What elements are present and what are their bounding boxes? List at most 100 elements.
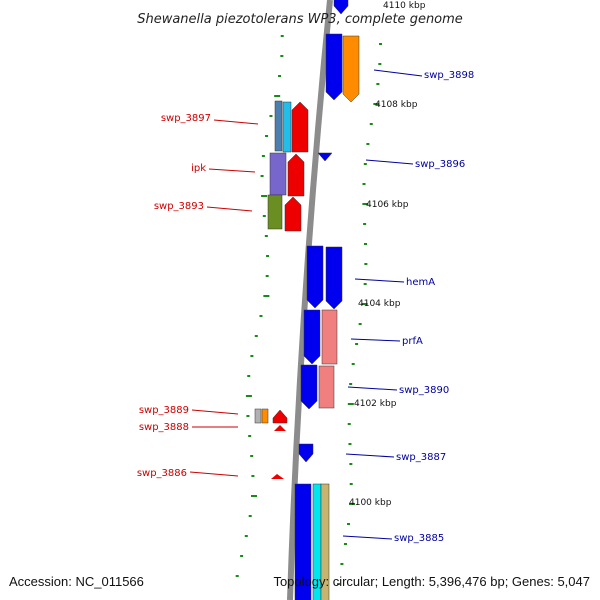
gene-swp-3890-b[interactable] [318,365,335,409]
label-leader-lines [189,69,423,540]
gene-arrow-prfA-a[interactable] [303,309,321,365]
tick-mark-right [363,163,367,165]
genome-backbone [287,0,333,600]
scale-label-4100: 4100 kbp [349,498,392,508]
gene-arrow-swp-3896[interactable] [317,152,333,162]
gene-label-swp-3890[interactable]: swp_3890 [399,385,449,396]
tick-mark-left [259,315,263,317]
tick-mark-left [250,455,254,457]
gene-features[interactable] [254,0,360,600]
tick-mark-left [269,115,273,117]
tick-mark-right [363,223,367,225]
gene-swp-3897-a[interactable] [274,100,283,152]
leader-prfA [350,338,401,342]
tick-mark-right [362,183,366,185]
tick-mark-left [254,335,258,337]
leader-swp-3886 [189,471,239,477]
tick-mark-left [262,215,266,217]
tick-mark-left [260,175,264,177]
gene-prfA-b[interactable] [321,309,338,365]
tick-mark-right [355,343,359,345]
tick-mark-left [264,235,268,237]
gene-label-hemA[interactable]: hemA [406,277,435,288]
tick-mark-left [265,275,269,277]
gene-label-prfA[interactable]: prfA [402,336,423,347]
accession-text: Accession: NC_011566 [9,574,144,589]
gene-swp-3889-a[interactable] [254,408,262,424]
tick-mark-left [246,415,250,417]
gene-label-swp-3889[interactable]: swp_3889 [139,405,189,416]
gene-arrow-ipk-b[interactable] [287,153,305,197]
scale-label-4108: 4108 kbp [375,100,418,110]
gene-swp-3885-a[interactable] [294,483,312,600]
tick-mark-right [343,543,347,545]
scale-label-4110: 4110 kbp [383,1,426,11]
gene-arrow-swp-3886[interactable] [271,474,284,479]
tick-mark-right [349,383,353,385]
gene-arrow-swp-3898-a[interactable] [325,33,343,101]
tick-mark-right [348,443,352,445]
tick-mark-right [373,103,380,105]
gene-arrow-hemA-b[interactable] [325,246,343,310]
tick-mark-right [349,463,353,465]
gene-label-swp-3897[interactable]: swp_3897 [161,113,211,124]
gene-arrow-swp-3893-b[interactable] [284,196,302,232]
gene-label-swp-3887[interactable]: swp_3887 [396,452,446,463]
gene-arrow-swp-3888[interactable] [274,425,286,431]
tick-mark-left [235,575,239,577]
tick-mark-left [261,155,265,157]
tick-mark-right [378,63,382,65]
scale-label-4102: 4102 kbp [354,399,397,409]
tick-mark-right [347,423,351,425]
gene-swp-3885-c[interactable] [320,483,330,600]
gene-swp-3889-b[interactable] [261,408,269,424]
leader-swp-3885 [342,535,393,540]
leader-swp-3896 [365,159,414,165]
gene-arrow-swp-3889-c[interactable] [272,409,288,424]
tick-mark-right [363,283,367,285]
leader-swp-3898 [373,69,423,77]
gene-arrow-hemA-a[interactable] [306,245,324,309]
tick-mark-left [250,495,257,497]
leader-swp-3889 [191,409,239,415]
tick-mark-left [280,35,284,37]
leader-hemA [354,278,405,283]
tick-mark-right [364,263,368,265]
gene-label-swp-3888[interactable]: swp_3888 [139,422,189,433]
gene-label-swp-3898[interactable]: swp_3898 [424,70,474,81]
tick-mark-left [248,435,252,437]
gene-label-ipk[interactable]: ipk [191,163,206,174]
leader-swp-3893 [206,206,253,212]
tick-mark-right [358,323,362,325]
tick-mark-right [347,403,354,405]
leader-ipk [208,168,256,173]
gene-arrow-swp-3897-c[interactable] [291,101,309,153]
tick-mark-left [244,535,248,537]
tick-mark-right [364,243,368,245]
gene-label-swp-3893[interactable]: swp_3893 [154,201,204,212]
gene-arrow-swp-3898-b[interactable] [342,35,360,103]
gene-swp-3897-b[interactable] [282,101,292,153]
tick-mark-left [261,195,268,197]
tick-mark-right [369,123,373,125]
gene-swp-3893-a[interactable] [267,194,283,230]
gene-arrow-swp-3887[interactable] [298,443,314,463]
tick-mark-left [251,475,255,477]
tick-mark-left [278,75,282,77]
gene-arrow-top[interactable] [333,0,349,15]
gene-arrow-swp-3890-a[interactable] [300,364,318,410]
tick-mark-left [248,515,252,517]
tick-mark-right [376,83,380,85]
tick-mark-right [347,523,351,525]
gene-label-swp-3896[interactable]: swp_3896 [415,159,465,170]
gene-ipk-a[interactable] [269,152,287,196]
tick-mark-right [351,363,355,365]
gene-label-swp-3885[interactable]: swp_3885 [394,533,444,544]
topology-text: Topology: circular; Length: 5,396,476 bp… [273,574,590,589]
tick-marks [235,35,383,585]
gene-label-swp-3886[interactable]: swp_3886 [137,468,187,479]
tick-mark-right [340,563,344,565]
tick-mark-left [240,555,244,557]
tick-mark-left [280,55,284,57]
